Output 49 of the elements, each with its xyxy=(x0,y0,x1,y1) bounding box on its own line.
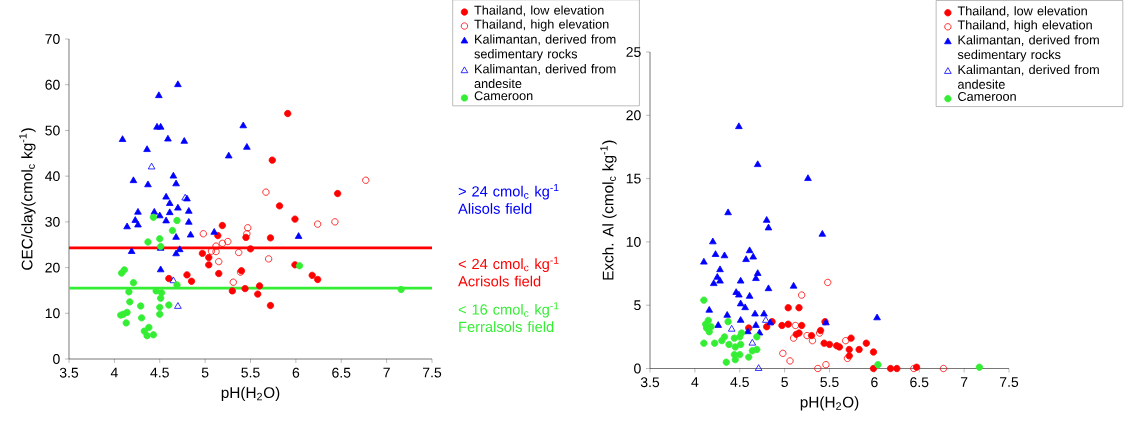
legend-label: Thailand, high elevation xyxy=(957,20,1092,32)
legend-label: Kalimantan, derived from andesite xyxy=(958,64,1099,89)
y-tick-label: 70 xyxy=(45,34,60,44)
y-tick-label: 10 xyxy=(626,236,641,247)
y-axis-title: Exch. Al (cmol$_{c}$ kg$^{-1}$) xyxy=(600,140,617,280)
x-axis-title: pH(H$_{2}$O) xyxy=(221,386,280,402)
x-axis-title: pH(H$_{2}$O) xyxy=(800,396,859,411)
legend-label: Kalimantan, derived from andesite xyxy=(474,64,616,89)
legend-label: Thailand, low elevation xyxy=(957,6,1087,17)
y-tick-label: 20 xyxy=(45,262,60,273)
x-tick-label: 4.5 xyxy=(150,367,169,378)
text: > 24 cmol$_{c}$ kg$^{-1}$ Alisols field xyxy=(458,184,559,214)
x-tick-label: 4 xyxy=(691,377,699,387)
x-tick-label: 4 xyxy=(110,367,118,378)
x-tick-label: 3.5 xyxy=(59,367,79,378)
legend-label: Kalimantan, derived from sedimentary rocks xyxy=(474,34,616,61)
x-tick-label: 3.5 xyxy=(640,377,660,388)
legend-label: Thailand, low elevation xyxy=(474,5,604,17)
y-tick-label: 0 xyxy=(53,354,60,364)
y-tick-label: 60 xyxy=(45,79,60,90)
y-tick-label: 5 xyxy=(634,300,641,311)
legend-label: Cameroon xyxy=(958,91,1016,101)
y-tick-label: 20 xyxy=(626,110,641,121)
x-tick-label: 7.5 xyxy=(422,367,442,378)
x-tick-label: 6 xyxy=(292,367,300,378)
y-tick-label: 15 xyxy=(626,173,641,184)
x-tick-label: 7 xyxy=(383,367,390,378)
text: < 24 cmol$_{c}$ kg$^{-1}$ Acrisols field xyxy=(458,256,559,287)
x-tick-label: 6 xyxy=(871,377,878,388)
x-tick-label: 5.5 xyxy=(820,377,839,387)
legend-label: Cameroon xyxy=(474,91,533,101)
y-tick-label: 25 xyxy=(626,47,641,57)
y-tick-label: 0 xyxy=(634,363,641,374)
x-tick-label: 7 xyxy=(960,377,968,387)
x-tick-label: 4.5 xyxy=(730,377,749,387)
x-tick-label: 6.5 xyxy=(910,377,929,388)
x-tick-label: 5 xyxy=(781,377,788,387)
y-axis-title: CEC/clay(cmol$_{c}$ kg$^{-1}$) xyxy=(19,128,36,270)
x-tick-label: 5.5 xyxy=(241,367,260,378)
y-tick-label: 40 xyxy=(45,171,60,182)
x-tick-label: 6.5 xyxy=(332,367,351,378)
y-tick-label: 30 xyxy=(45,216,60,227)
legend-label: Kalimantan, derived from sedimentary rocks xyxy=(957,35,1099,62)
ref-line-label: < 16 cmol$_{c}$ kg$^{-1}$ Ferralsols field xyxy=(458,302,559,333)
y-tick-label: 50 xyxy=(45,125,60,136)
legend-label: Thailand, high elevation xyxy=(474,19,609,32)
x-tick-label: 7.5 xyxy=(999,377,1019,387)
y-tick-label: 10 xyxy=(45,308,60,319)
x-tick-label: 5 xyxy=(201,367,209,378)
